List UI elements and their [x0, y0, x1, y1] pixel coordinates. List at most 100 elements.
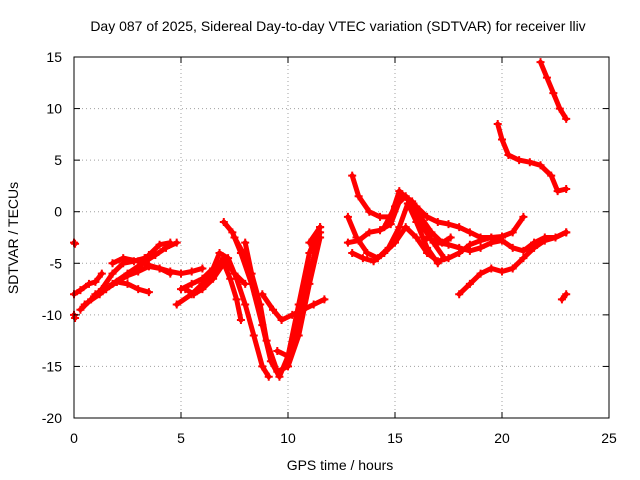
series-arc-17	[273, 228, 325, 361]
data-point	[547, 171, 556, 180]
data-point	[446, 233, 455, 242]
data-series	[70, 58, 571, 381]
data-point	[536, 58, 545, 67]
data-point	[316, 223, 325, 232]
data-point	[320, 295, 329, 304]
data-point	[508, 228, 517, 237]
data-point	[476, 233, 485, 242]
data-point	[102, 285, 111, 294]
data-point	[376, 212, 385, 221]
data-point	[166, 269, 175, 278]
data-point	[519, 254, 528, 263]
data-point	[395, 187, 404, 196]
data-point	[562, 228, 571, 237]
chart-title: Day 087 of 2025, Sidereal Day-to-day VTE…	[90, 18, 585, 34]
series-arc-23	[380, 192, 506, 242]
data-point	[241, 300, 250, 309]
series-arc-9	[134, 238, 175, 273]
data-point	[224, 254, 233, 263]
data-point	[108, 259, 117, 268]
series-line	[306, 224, 323, 246]
x-tick-label: 10	[280, 430, 296, 446]
data-point	[144, 251, 153, 260]
data-point	[380, 248, 389, 257]
series-arc-18	[305, 223, 325, 247]
data-point	[91, 277, 100, 286]
data-point	[305, 238, 314, 247]
data-point	[465, 279, 474, 288]
data-point	[144, 262, 153, 271]
data-point	[562, 290, 571, 299]
data-point	[508, 264, 517, 273]
data-point	[80, 300, 89, 309]
data-point	[455, 223, 464, 232]
data-point	[348, 171, 357, 180]
data-point	[166, 238, 175, 247]
data-point	[444, 254, 453, 263]
data-point	[219, 218, 228, 227]
data-point	[551, 233, 560, 242]
series-line	[345, 193, 447, 261]
data-point	[363, 248, 372, 257]
y-tick-label: 5	[54, 152, 62, 168]
data-point	[258, 290, 267, 299]
data-point	[476, 243, 485, 252]
y-axis-title: SDTVAR / TECUs	[5, 182, 21, 294]
series-arc-16	[258, 290, 329, 325]
data-point	[187, 279, 196, 288]
x-tick-label: 25	[601, 430, 617, 446]
data-point	[256, 300, 265, 309]
data-point	[273, 367, 282, 376]
data-point	[423, 248, 432, 257]
data-point	[465, 246, 474, 255]
y-tick-label: -10	[42, 307, 62, 323]
data-point	[455, 243, 464, 252]
data-point	[433, 238, 442, 247]
data-point	[155, 240, 164, 249]
data-point	[376, 226, 385, 235]
data-point	[562, 185, 571, 194]
data-point	[553, 187, 562, 196]
data-point	[519, 212, 528, 221]
data-point	[412, 202, 421, 211]
data-point	[249, 331, 258, 340]
data-point	[557, 295, 566, 304]
data-point	[525, 158, 534, 167]
data-point	[189, 290, 198, 299]
data-point	[269, 305, 278, 314]
data-point	[354, 192, 363, 201]
data-point	[549, 89, 558, 98]
data-point	[540, 236, 549, 245]
data-point	[119, 254, 128, 263]
data-point	[76, 305, 85, 314]
axis-ticks: 0 5 10 15 20 25 -20 -15 -10 -5 0 5 10 15	[42, 49, 617, 446]
data-point	[230, 233, 239, 242]
data-point	[262, 336, 271, 345]
data-point	[343, 212, 352, 221]
data-point	[487, 238, 496, 247]
data-point	[277, 316, 286, 325]
data-point	[391, 238, 399, 247]
data-point	[264, 372, 273, 381]
data-point	[498, 135, 506, 144]
data-point	[198, 274, 207, 283]
data-point	[123, 279, 132, 288]
data-point	[358, 254, 367, 263]
data-point	[209, 274, 218, 283]
data-point	[444, 220, 453, 229]
data-point	[294, 321, 303, 330]
data-point	[444, 240, 453, 249]
data-point	[309, 300, 318, 309]
data-point	[284, 362, 292, 371]
data-point	[258, 362, 267, 371]
data-point	[498, 236, 506, 245]
data-point	[519, 246, 528, 255]
data-point	[177, 269, 185, 278]
data-point	[365, 228, 374, 237]
series-line	[135, 240, 173, 271]
data-point	[134, 285, 143, 294]
series-arc-13	[181, 259, 245, 325]
data-point	[198, 264, 207, 273]
data-point	[423, 233, 432, 242]
